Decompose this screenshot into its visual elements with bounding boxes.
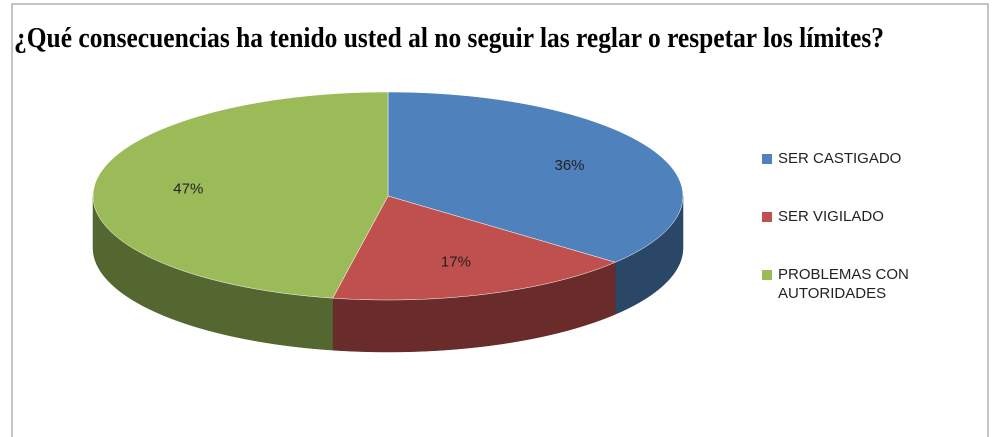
legend-swatch bbox=[762, 270, 772, 280]
chart-frame bbox=[11, 3, 989, 437]
legend-swatch bbox=[762, 212, 772, 222]
legend-swatch bbox=[762, 154, 772, 164]
legend-label: SER VIGILADO bbox=[778, 208, 884, 225]
slice bbox=[332, 195, 617, 301]
legend-label: PROBLEMAS CON AUTORIDADES bbox=[778, 266, 909, 302]
chart-title: ¿Qué consecuencias ha tenido usted al no… bbox=[14, 23, 884, 54]
data-label: 36% bbox=[554, 157, 584, 174]
data-label: 47% bbox=[173, 180, 203, 197]
slice bbox=[92, 91, 389, 299]
data-label: 17% bbox=[441, 254, 471, 271]
legend-label: SER CASTIGADO bbox=[778, 150, 902, 167]
slice bbox=[387, 91, 684, 263]
